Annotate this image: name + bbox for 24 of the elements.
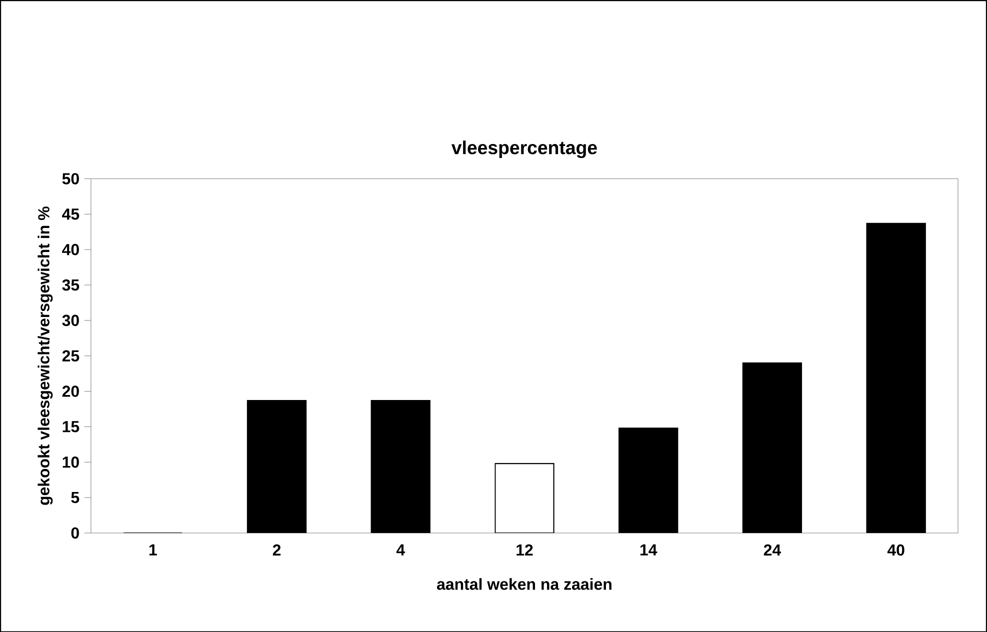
chart-title: vleespercentage (451, 140, 597, 158)
y-tick-label: 30 (62, 314, 79, 326)
y-tick-label: 15 (62, 420, 80, 432)
x-tick-label: 2 (272, 544, 281, 556)
bar (494, 462, 554, 533)
y-tick-label: 20 (62, 385, 79, 397)
x-tick-label: 12 (516, 544, 533, 556)
y-tick-label: 50 (62, 172, 79, 184)
x-tick-label: 14 (640, 544, 658, 556)
y-tick-label: 25 (62, 350, 80, 362)
y-axis-title: gekookt vleesgewicht/versgewicht in % (38, 206, 53, 505)
y-tick-label: 0 (71, 527, 79, 538)
x-tick-label: 40 (887, 544, 904, 556)
bar (742, 362, 802, 533)
y-tick-label: 45 (62, 208, 80, 220)
x-tick-label: 4 (396, 544, 405, 556)
x-tick-label: 1 (149, 544, 157, 556)
y-tick-label: 5 (71, 492, 80, 503)
x-axis-title: aantal weken na zaaien (437, 578, 612, 590)
x-tick-label: 24 (764, 544, 782, 556)
y-tick-label: 10 (62, 456, 79, 468)
y-tick-label: 40 (62, 244, 79, 256)
y-tick-label: 35 (62, 279, 80, 290)
bar (370, 400, 430, 533)
